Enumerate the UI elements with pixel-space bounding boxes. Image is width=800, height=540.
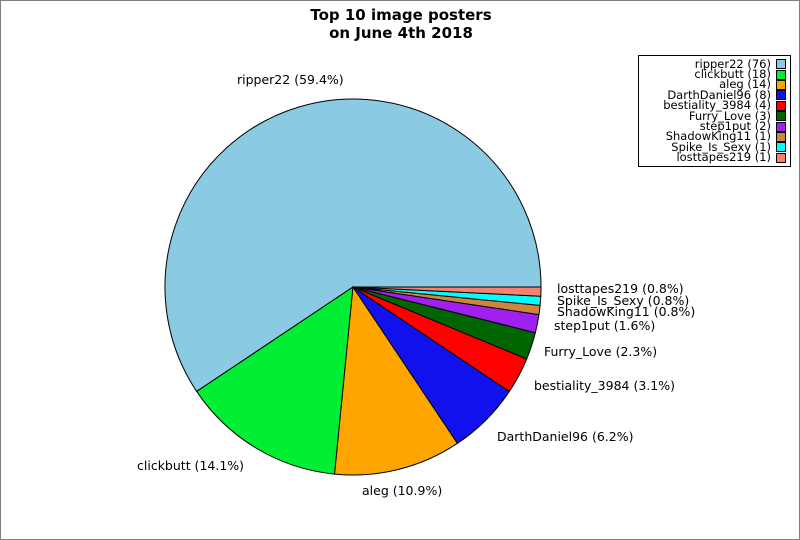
legend-color-swatch xyxy=(776,79,786,90)
legend-item-label: losttapes219 (1) xyxy=(676,150,771,165)
legend-item: aleg (14) xyxy=(639,77,790,92)
pie-slice-label: step1put (1.6%) xyxy=(554,318,656,333)
legend: ripper22 (76) clickbutt (18) aleg (14) Dart… xyxy=(638,55,791,167)
legend-item-label: DarthDaniel96 (8) xyxy=(667,87,771,102)
pie-slice-label: clickbutt (14.1%) xyxy=(137,458,245,473)
pie-slice-group xyxy=(164,98,542,476)
page-title: Top 10 image posters on June 4th 2018 xyxy=(310,6,492,42)
legend-color-swatch xyxy=(776,100,786,111)
pie-slice xyxy=(164,98,542,393)
legend-color-swatch xyxy=(776,111,786,122)
legend-color-swatch xyxy=(776,59,786,70)
pie-slice xyxy=(195,285,354,475)
legend-color-swatch xyxy=(776,131,786,142)
legend-item-label: Spike_Is_Sexy (1) xyxy=(671,139,771,154)
legend-color-swatch xyxy=(776,152,786,163)
legend-items: ripper22 (76) clickbutt (18) aleg (14) Dart… xyxy=(639,56,790,163)
pie-slice-label: losttapes219 (0.8%) xyxy=(557,281,684,296)
legend-item-label: ripper22 (76) xyxy=(694,56,771,71)
legend-color-swatch xyxy=(776,90,786,101)
legend-color-swatch xyxy=(776,69,786,80)
legend-item-label: step1put (2) xyxy=(699,119,771,134)
legend-item-label: bestiality_3984 (4) xyxy=(663,98,771,113)
pie-slice-label: ShadowKing11 (0.8%) xyxy=(557,304,696,319)
legend-item-label: aleg (14) xyxy=(719,77,771,92)
legend-item: Spike_Is_Sexy (1) xyxy=(639,139,790,154)
legend-color-swatch xyxy=(776,121,786,132)
pie-slice-label: Furry_Love (2.3%) xyxy=(544,344,658,359)
legend-item: clickbutt (18) xyxy=(639,67,790,82)
legend-item: ripper22 (76) xyxy=(639,56,790,71)
pie-slice-label: aleg (10.9%) xyxy=(362,483,443,498)
pie-slice-label: ripper22 (59.4%) xyxy=(237,72,344,87)
pie-slice-label: Spike_Is_Sexy (0.8%) xyxy=(557,293,690,308)
legend-color-swatch xyxy=(776,142,786,153)
pie-slice xyxy=(334,285,459,476)
legend-item-label: clickbutt (18) xyxy=(694,67,771,82)
legend-item-label: Furry_Love (3) xyxy=(688,108,771,123)
legend-item: step1put (2) xyxy=(639,119,790,134)
legend-item: DarthDaniel96 (8) xyxy=(639,87,790,102)
legend-item-label: ShadowKing11 (1) xyxy=(665,129,771,144)
legend-item: Furry_Love (3) xyxy=(639,108,790,123)
legend-item: ShadowKing11 (1) xyxy=(639,129,790,144)
legend-item: losttapes219 (1) xyxy=(639,150,790,165)
pie-slice xyxy=(352,286,542,297)
pie-slice-label: DarthDaniel96 (6.2%) xyxy=(497,429,634,444)
pie-slice-label: bestiality_3984 (3.1%) xyxy=(534,378,675,393)
legend-item: bestiality_3984 (4) xyxy=(639,98,790,113)
